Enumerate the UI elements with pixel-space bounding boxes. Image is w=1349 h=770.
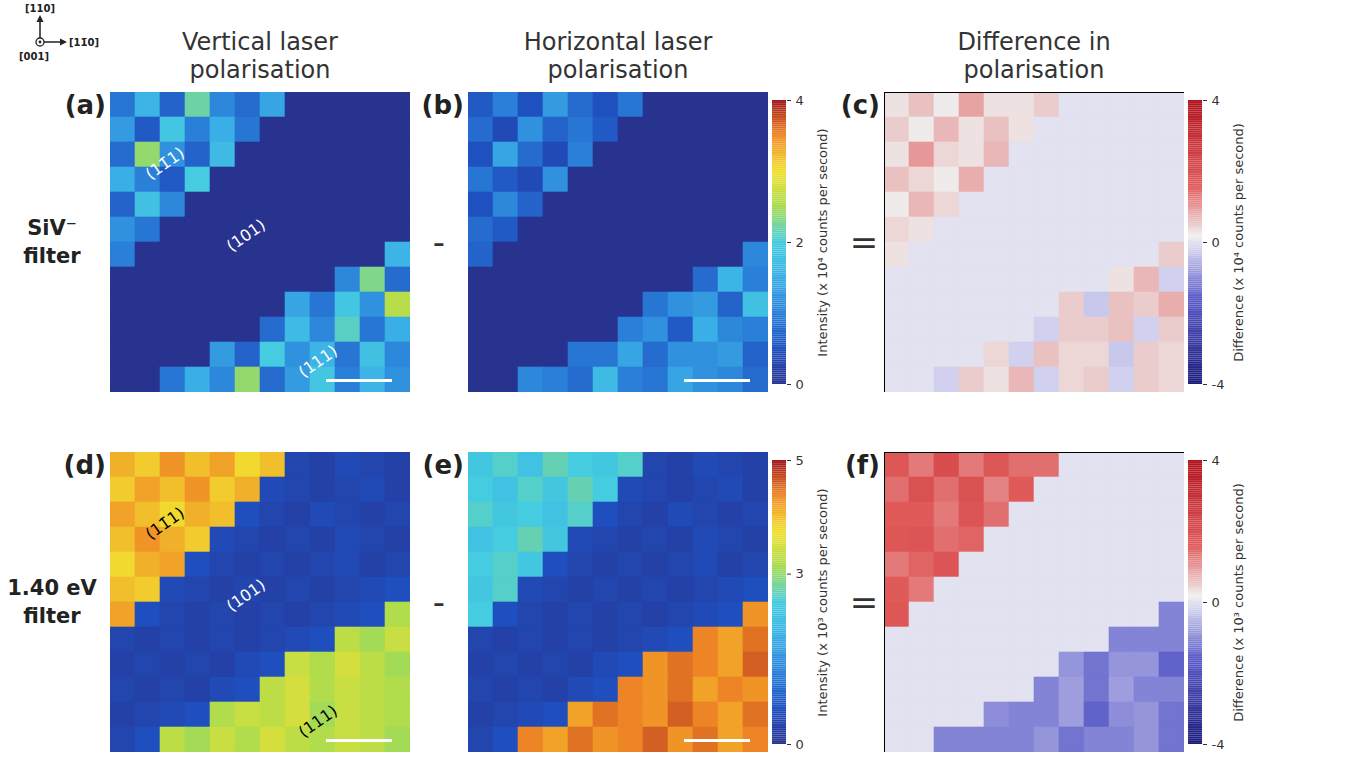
svg-text:Difference (x 10³ counts per s: Difference (x 10³ counts per second): [1231, 483, 1246, 722]
svg-text:[110]: [110]: [25, 3, 55, 14]
svg-text:3: 3: [796, 566, 804, 581]
html-text:(b): (b): [421, 90, 464, 120]
html-text:SiV⁻ filter: SiV⁻ filter: [23, 216, 81, 268]
html-text:1.40 eV filter: 1.40 eV filter: [7, 576, 97, 628]
svg-text:4: 4: [796, 93, 804, 108]
html-text:Vertical laser polarisation: Vertical laser polarisation: [182, 28, 338, 84]
svg-text:-4: -4: [1212, 737, 1225, 752]
svg-text:(11̄1): (11̄1): [142, 503, 188, 543]
html-text:(c): (c): [840, 90, 880, 120]
svg-text:0: 0: [1212, 235, 1220, 250]
svg-text:0: 0: [796, 377, 804, 392]
html-text:Horizontal laser polarisation: Horizontal laser polarisation: [523, 28, 713, 84]
svg-text:4: 4: [1212, 453, 1220, 468]
html-text:(e): (e): [422, 450, 464, 480]
svg-text:0: 0: [1212, 595, 1220, 610]
svg-text:[11̄0]: [11̄0]: [69, 37, 99, 48]
svg-text:(101): (101): [223, 215, 269, 255]
html-text:Difference in polarisation: Difference in polarisation: [957, 28, 1111, 84]
html-text:(f): (f): [844, 450, 880, 480]
svg-text:[001]: [001]: [19, 51, 49, 62]
svg-text:Difference (x 10⁴ counts per s: Difference (x 10⁴ counts per second): [1231, 123, 1246, 362]
svg-text:(11̄1): (11̄1): [142, 143, 188, 183]
svg-text:0: 0: [796, 737, 804, 752]
svg-text:Intensity (x 10⁴ counts per se: Intensity (x 10⁴ counts per second): [815, 128, 830, 356]
svg-text:(111): (111): [295, 341, 341, 381]
svg-text:(101): (101): [223, 575, 269, 615]
svg-text:(111): (111): [295, 701, 341, 741]
svg-text:Intensity (x 10³ counts per se: Intensity (x 10³ counts per second): [815, 488, 830, 716]
html-text:(a): (a): [64, 90, 106, 120]
svg-text:-4: -4: [1212, 377, 1225, 392]
html-text:(d): (d): [63, 450, 106, 480]
svg-text:5: 5: [796, 453, 804, 468]
svg-text:2: 2: [796, 235, 804, 250]
svg-text:4: 4: [1212, 93, 1220, 108]
